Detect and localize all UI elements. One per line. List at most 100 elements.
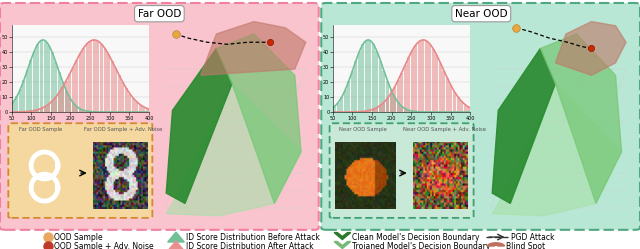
Polygon shape xyxy=(166,84,301,216)
Bar xyxy=(425,41,428,112)
Bar xyxy=(333,106,336,112)
Text: Near OOD Sample + Adv. Noise: Near OOD Sample + Adv. Noise xyxy=(403,127,486,132)
Bar xyxy=(90,41,92,112)
Bar xyxy=(435,55,438,112)
Bar xyxy=(439,63,442,112)
Bar xyxy=(390,93,392,112)
Polygon shape xyxy=(168,241,184,249)
Bar xyxy=(51,52,54,112)
Text: Near OOD Sample: Near OOD Sample xyxy=(339,127,387,132)
Bar xyxy=(128,94,131,112)
Bar xyxy=(372,109,375,112)
FancyBboxPatch shape xyxy=(321,3,640,230)
Bar xyxy=(132,98,135,112)
Bar xyxy=(383,71,385,112)
Bar xyxy=(79,53,82,112)
Bar xyxy=(142,107,145,112)
Bar xyxy=(376,51,378,112)
Bar xyxy=(36,44,40,112)
Bar xyxy=(369,110,371,112)
Bar xyxy=(72,67,75,112)
Bar xyxy=(76,107,78,112)
Bar xyxy=(414,45,417,112)
Bar xyxy=(12,102,15,112)
Text: ID Score Distribution After Attack: ID Score Distribution After Attack xyxy=(186,242,313,249)
Bar xyxy=(351,71,354,112)
Polygon shape xyxy=(168,232,184,242)
FancyBboxPatch shape xyxy=(0,3,319,230)
Bar xyxy=(432,49,435,112)
Bar xyxy=(40,108,43,112)
Text: Trojaned Model's Decision Boundary: Trojaned Model's Decision Boundary xyxy=(352,242,490,249)
Bar xyxy=(340,97,343,112)
FancyBboxPatch shape xyxy=(330,123,474,218)
Bar xyxy=(100,44,103,112)
Bar xyxy=(383,102,385,112)
Bar xyxy=(68,98,71,112)
Bar xyxy=(61,82,64,112)
Text: Far OOD: Far OOD xyxy=(138,9,181,19)
Bar xyxy=(400,106,403,112)
Bar xyxy=(76,60,78,112)
Polygon shape xyxy=(201,22,306,75)
Text: Far OOD Sample + Adv. Noise: Far OOD Sample + Adv. Noise xyxy=(84,127,163,132)
Bar xyxy=(449,85,452,112)
Bar xyxy=(386,81,389,112)
Bar xyxy=(411,111,413,112)
Bar xyxy=(347,81,350,112)
Bar xyxy=(456,97,460,112)
Bar xyxy=(372,44,375,112)
Bar xyxy=(54,97,57,112)
Bar xyxy=(58,92,61,112)
Bar xyxy=(104,49,106,112)
Bar xyxy=(358,52,361,112)
Bar xyxy=(83,110,85,112)
Polygon shape xyxy=(540,34,621,203)
Bar xyxy=(68,74,71,112)
Bar xyxy=(65,81,68,112)
Bar xyxy=(51,101,54,112)
Bar xyxy=(354,61,357,112)
Bar xyxy=(400,73,403,112)
Bar xyxy=(393,97,396,112)
Bar xyxy=(411,51,413,112)
Bar xyxy=(390,90,392,112)
Text: Far OOD Sample: Far OOD Sample xyxy=(19,127,63,132)
Bar xyxy=(418,41,420,112)
Bar xyxy=(111,61,113,112)
Polygon shape xyxy=(556,22,626,75)
Bar xyxy=(428,44,431,112)
Bar xyxy=(379,61,382,112)
Bar xyxy=(365,41,368,112)
Bar xyxy=(29,60,33,112)
Bar xyxy=(453,92,456,112)
Text: PGD Attack: PGD Attack xyxy=(511,233,554,242)
Bar xyxy=(362,45,364,112)
Bar xyxy=(61,87,64,112)
Polygon shape xyxy=(216,34,301,203)
Text: ID Score Distribution Before Attack: ID Score Distribution Before Attack xyxy=(186,233,319,242)
Bar xyxy=(121,82,124,112)
Bar xyxy=(467,107,470,112)
Bar xyxy=(97,41,99,112)
Bar xyxy=(442,71,445,112)
Text: Near OOD: Near OOD xyxy=(455,9,508,19)
Bar xyxy=(386,98,389,112)
Bar xyxy=(15,96,19,112)
Bar xyxy=(393,87,396,112)
Bar xyxy=(146,109,149,112)
Bar xyxy=(139,105,142,112)
Bar xyxy=(397,80,399,112)
Bar xyxy=(118,75,120,112)
Bar xyxy=(54,62,57,112)
Bar xyxy=(407,110,410,112)
Bar xyxy=(65,91,68,112)
Bar xyxy=(404,65,406,112)
Bar xyxy=(86,111,89,112)
Bar xyxy=(44,107,47,112)
Bar xyxy=(369,40,371,112)
Text: OOD Sample + Adv. Noise: OOD Sample + Adv. Noise xyxy=(54,242,154,249)
Bar xyxy=(344,90,347,112)
Bar xyxy=(83,48,85,112)
Polygon shape xyxy=(492,48,556,203)
